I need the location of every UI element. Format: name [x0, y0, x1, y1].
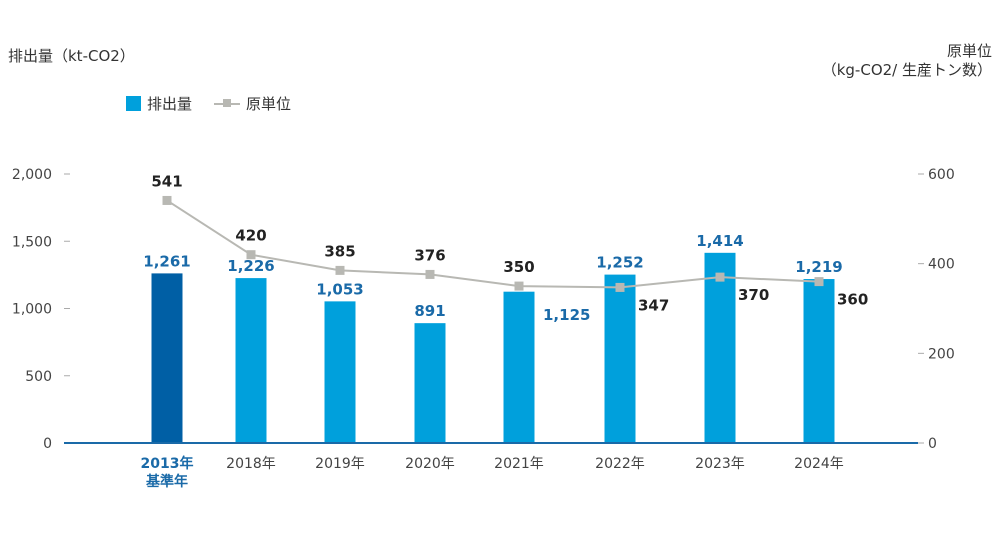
line-value-label-7: 360	[837, 291, 868, 309]
category-label-1: 2018年	[226, 456, 276, 472]
line-value-label-3: 376	[414, 246, 445, 264]
legend-line-label: 原単位	[246, 95, 292, 113]
bar-3	[414, 323, 446, 443]
left-tick-label: 0	[43, 436, 52, 452]
right-axis-title: 原単位 （kg-CO2/ 生産トン数）	[821, 42, 992, 79]
legend-line-swatch	[214, 96, 241, 111]
bar-2	[324, 301, 356, 443]
left-axis-title: 排出量（kt-CO2）	[8, 47, 135, 65]
bar-value-label-3: 891	[414, 302, 445, 320]
bar-7	[803, 279, 835, 443]
right-tick-label: 600	[928, 167, 955, 183]
category-label-4: 2021年	[494, 456, 544, 472]
category-label-5: 2022年	[595, 456, 645, 472]
bar-value-label-6: 1,414	[696, 232, 743, 250]
legend-bar-label: 排出量	[147, 95, 193, 113]
line-value-label-6: 370	[738, 286, 769, 304]
line-value-label-0: 541	[151, 172, 182, 190]
bar-value-label-1: 1,226	[227, 257, 274, 275]
bar-5	[604, 274, 636, 443]
line-marker-1	[246, 250, 256, 260]
line-marker-5	[615, 282, 625, 292]
legend: 排出量 原単位	[126, 93, 291, 114]
category-label-3: 2020年	[405, 456, 455, 472]
category-label-7: 2024年	[794, 456, 844, 472]
right-tick-label: 200	[928, 346, 955, 362]
bar-0	[151, 273, 183, 443]
line-marker-4	[514, 281, 524, 291]
category-label-0: 2013年基準年	[141, 455, 194, 490]
bar-value-label-2: 1,053	[316, 280, 363, 298]
right-tick-label: 400	[928, 257, 955, 273]
line-value-label-4: 350	[503, 258, 534, 276]
bar-value-label-5: 1,252	[596, 254, 643, 272]
left-tick-label: 1,500	[12, 234, 52, 250]
category-label-6: 2023年	[695, 456, 745, 472]
bar-value-label-4: 1,125	[543, 306, 590, 324]
left-tick-label: 2,000	[12, 167, 52, 183]
category-label-2: 2019年	[315, 456, 365, 472]
line-value-label-2: 385	[324, 242, 355, 260]
bar-6	[704, 252, 736, 443]
bar-4	[503, 291, 535, 443]
line-marker-0	[162, 195, 172, 205]
bar-1	[235, 278, 267, 443]
line-marker-2	[335, 265, 345, 275]
line-marker-3	[425, 269, 435, 279]
line-series	[166, 199, 820, 289]
line-value-label-5: 347	[638, 296, 669, 314]
right-tick-label: 0	[928, 436, 937, 452]
legend-bar-swatch	[126, 96, 141, 111]
left-tick-label: 500	[25, 369, 52, 385]
left-tick-label: 1,000	[12, 302, 52, 318]
bar-value-label-0: 1,261	[143, 252, 190, 270]
line-value-label-1: 420	[235, 227, 266, 245]
line-marker-6	[715, 272, 725, 282]
line-marker-7	[814, 277, 824, 287]
bar-value-label-7: 1,219	[795, 258, 842, 276]
